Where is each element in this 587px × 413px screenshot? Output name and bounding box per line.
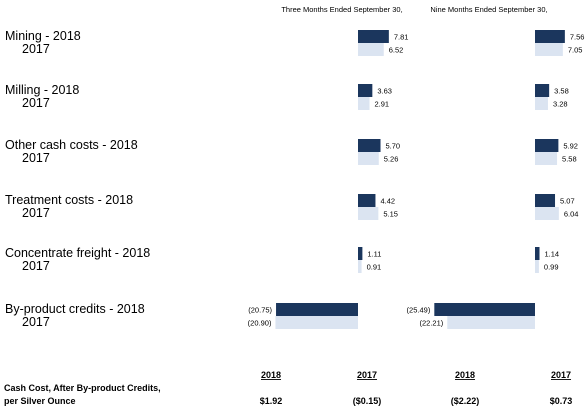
data-label-2017: 3.28: [553, 100, 568, 109]
panel-title-nine-months: Nine Months Ended September 30,: [430, 5, 547, 14]
bar-nine-months-2018: [535, 139, 559, 152]
data-label-2017: 5.26: [384, 155, 399, 164]
bar-three-months-2018: [358, 30, 389, 43]
category-label-2017: 2017: [22, 259, 50, 273]
bar-three-months-2018: [358, 139, 381, 152]
panel-titles: Three Months Ended September 30, Nine Mo…: [281, 5, 547, 14]
footer-year: 2017: [357, 370, 377, 380]
data-label-2017: (22.21): [420, 319, 444, 328]
bar-nine-months-2018: [535, 247, 540, 260]
category-label-2017: 2017: [22, 96, 50, 110]
category-label-2017: 2017: [22, 42, 50, 56]
data-label-2018: 5.92: [563, 142, 578, 151]
cash-cost-footer: Cash Cost, After By-product Credits, per…: [4, 370, 572, 406]
data-label-2018: (20.75): [248, 306, 272, 315]
data-label-2018: 3.63: [377, 87, 392, 96]
bar-three-months-2017: [358, 207, 379, 220]
panel-title-three-months: Three Months Ended September 30,: [281, 5, 402, 14]
data-label-2017: 0.99: [544, 263, 559, 272]
data-label-2018: 1.11: [367, 250, 381, 259]
category-label-2017: 2017: [22, 151, 50, 165]
footer-value: ($2.22): [451, 396, 480, 406]
bar-nine-months-2017: [535, 43, 563, 56]
data-label-2017: 0.91: [367, 263, 382, 272]
bar-three-months-2017: [358, 43, 384, 56]
data-label-2018: 1.14: [545, 250, 560, 259]
category-label-2018: Concentrate freight - 2018: [5, 246, 150, 260]
bar-nine-months-2017: [535, 207, 559, 220]
category-label-2018: By-product credits - 2018: [5, 302, 145, 316]
footer-year: 2018: [455, 370, 475, 380]
data-label-2018: 5.07: [560, 197, 575, 206]
data-label-2017: (20.90): [248, 319, 272, 328]
category-label-2018: Mining - 2018: [5, 29, 81, 43]
bar-nine-months-2017: [535, 152, 558, 165]
data-label-2018: 7.56: [570, 33, 585, 42]
footer-value: $0.73: [550, 396, 573, 406]
data-label-2017: 6.04: [564, 210, 579, 219]
data-label-2017: 5.15: [383, 210, 398, 219]
category-label-2018: Milling - 2018: [5, 83, 79, 97]
data-label-2018: 5.70: [386, 142, 401, 151]
category-label-2017: 2017: [22, 206, 50, 220]
category-label-2018: Other cash costs - 2018: [5, 138, 138, 152]
bar-three-months-2018: [276, 303, 358, 316]
data-label-2018: 7.81: [394, 33, 409, 42]
category-label-2017: 2017: [22, 315, 50, 329]
value-labels: 7.81 6.52 7.56 7.05 3.63 2.91 3.58 3.28 5.70 5.26…: [248, 33, 585, 328]
bar-nine-months-2018: [535, 30, 565, 43]
data-label-2018: (25.49): [407, 306, 431, 315]
footer-value: $1.92: [260, 396, 283, 406]
data-label-2017: 7.05: [568, 46, 583, 55]
data-label-2017: 5.58: [562, 155, 577, 164]
bar-three-months-2017: [358, 152, 379, 165]
bar-nine-months-2017: [535, 97, 548, 110]
bar-nine-months-2018: [535, 84, 550, 97]
bar-nine-months-2018: [434, 303, 535, 316]
data-label-2018: 4.42: [380, 197, 395, 206]
data-label-2017: 6.52: [389, 46, 404, 55]
footer-label-line2: per Silver Ounce: [4, 396, 76, 406]
bar-nine-months-2017: [447, 316, 535, 329]
bar-nine-months-2017: [535, 260, 539, 273]
bar-three-months-2017: [358, 97, 370, 110]
data-label-2018: 3.58: [554, 87, 569, 96]
bar-three-months-2017: [275, 316, 358, 329]
bar-three-months-2018: [358, 247, 363, 260]
footer-year: 2018: [261, 370, 281, 380]
bar-marks: [275, 30, 565, 329]
category-label-2018: Treatment costs - 2018: [5, 193, 133, 207]
bar-three-months-2018: [358, 194, 376, 207]
bar-three-months-2018: [358, 84, 373, 97]
bar-three-months-2017: [358, 260, 362, 273]
footer-value: ($0.15): [353, 396, 382, 406]
footer-label-line1: Cash Cost, After By-product Credits,: [4, 383, 161, 393]
data-label-2017: 2.91: [374, 100, 389, 109]
footer-year: 2017: [551, 370, 571, 380]
bar-nine-months-2018: [535, 194, 556, 207]
